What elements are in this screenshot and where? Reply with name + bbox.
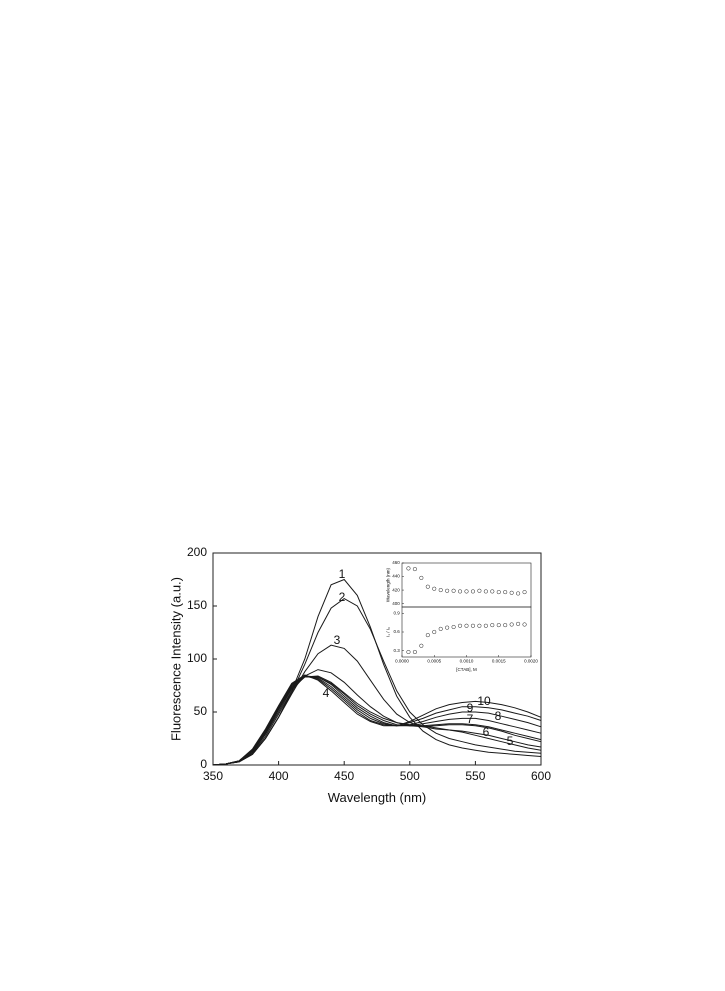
curve-label: 7 [467,712,474,726]
spectrum-line [212,674,542,766]
x-tick-label: 400 [269,769,289,783]
spectrum-line [212,675,542,766]
point [451,588,456,593]
point [496,590,501,595]
x-tick-label: 0.0015 [492,659,506,664]
point [425,584,430,589]
curve-label: 1 [339,567,346,581]
x-axis-label: Wavelength (nm) [328,790,427,805]
y-tick-label: 100 [187,651,207,665]
point [438,626,443,631]
curve-label: 8 [495,709,502,723]
y-tick-label: 400 [392,601,400,606]
y-tick-label: 420 [392,587,400,592]
point [522,622,527,627]
point [470,589,476,594]
point [419,575,424,580]
point [483,589,488,594]
point [412,649,417,655]
y-tick-label: 200 [187,545,207,559]
curve-label: 6 [483,725,490,739]
x-tick-label: 350 [203,769,223,783]
spectrum-line [212,676,542,766]
point [432,586,437,591]
point [458,623,463,628]
y-tick-label: 0.3 [393,648,400,653]
x-tick-label: 550 [465,769,485,783]
point [458,589,463,594]
plot-frame [401,606,532,658]
curve-label: 2 [339,590,346,604]
curve-label: 3 [334,633,341,647]
x-tick-label: 450 [334,769,354,783]
curve-label: 9 [467,701,474,715]
point [522,590,527,595]
y-tick-label: 0.6 [393,629,400,634]
point [419,643,424,648]
y-tick-label: 460 [392,560,400,565]
point [445,588,450,593]
x-tick-label: 0.0000 [395,659,409,664]
y-axis-label: I₁ / I₀ [386,627,391,637]
curve-label: 5 [507,734,514,748]
point [490,623,495,628]
point [516,621,521,626]
x-tick-label: 600 [531,769,551,783]
point [503,590,508,595]
point [406,649,411,655]
spectrum-line [212,644,542,766]
point [477,588,482,593]
curve-label: 4 [323,686,330,700]
curve-label: 10 [477,694,491,708]
point [496,623,501,628]
x-tick-label: 0.0010 [460,659,474,664]
point [464,589,469,594]
point [509,590,514,595]
point [516,591,521,596]
y-axis-label: Fluorescence Intensity (a.u.) [168,577,183,741]
point [509,622,514,627]
y-tick-label: 50 [194,704,208,718]
y-tick-label: 0 [200,757,207,771]
y-tick-label: 0.9 [393,610,400,615]
x-tick-label: 0.0020 [524,659,538,664]
point [503,623,508,628]
point [412,567,417,572]
point [432,629,437,635]
point [438,588,443,593]
y-tick-label: 440 [392,574,400,579]
spectrum-line [212,675,542,766]
point [490,589,495,594]
point [464,623,469,628]
spectrum-line [212,669,542,766]
y-axis-label: Wavelength (nm) [386,567,391,602]
point [425,633,430,638]
point [406,566,411,571]
y-tick-label: 150 [187,598,207,612]
point [477,623,482,628]
x-tick-label: 0.0005 [427,659,441,664]
plot-frame [401,562,532,608]
x-tick-label: 500 [400,769,420,783]
point [445,625,450,630]
point [451,624,456,630]
point [483,623,488,628]
point [470,623,476,628]
x-axis-label: [CTAB], M [456,667,477,672]
